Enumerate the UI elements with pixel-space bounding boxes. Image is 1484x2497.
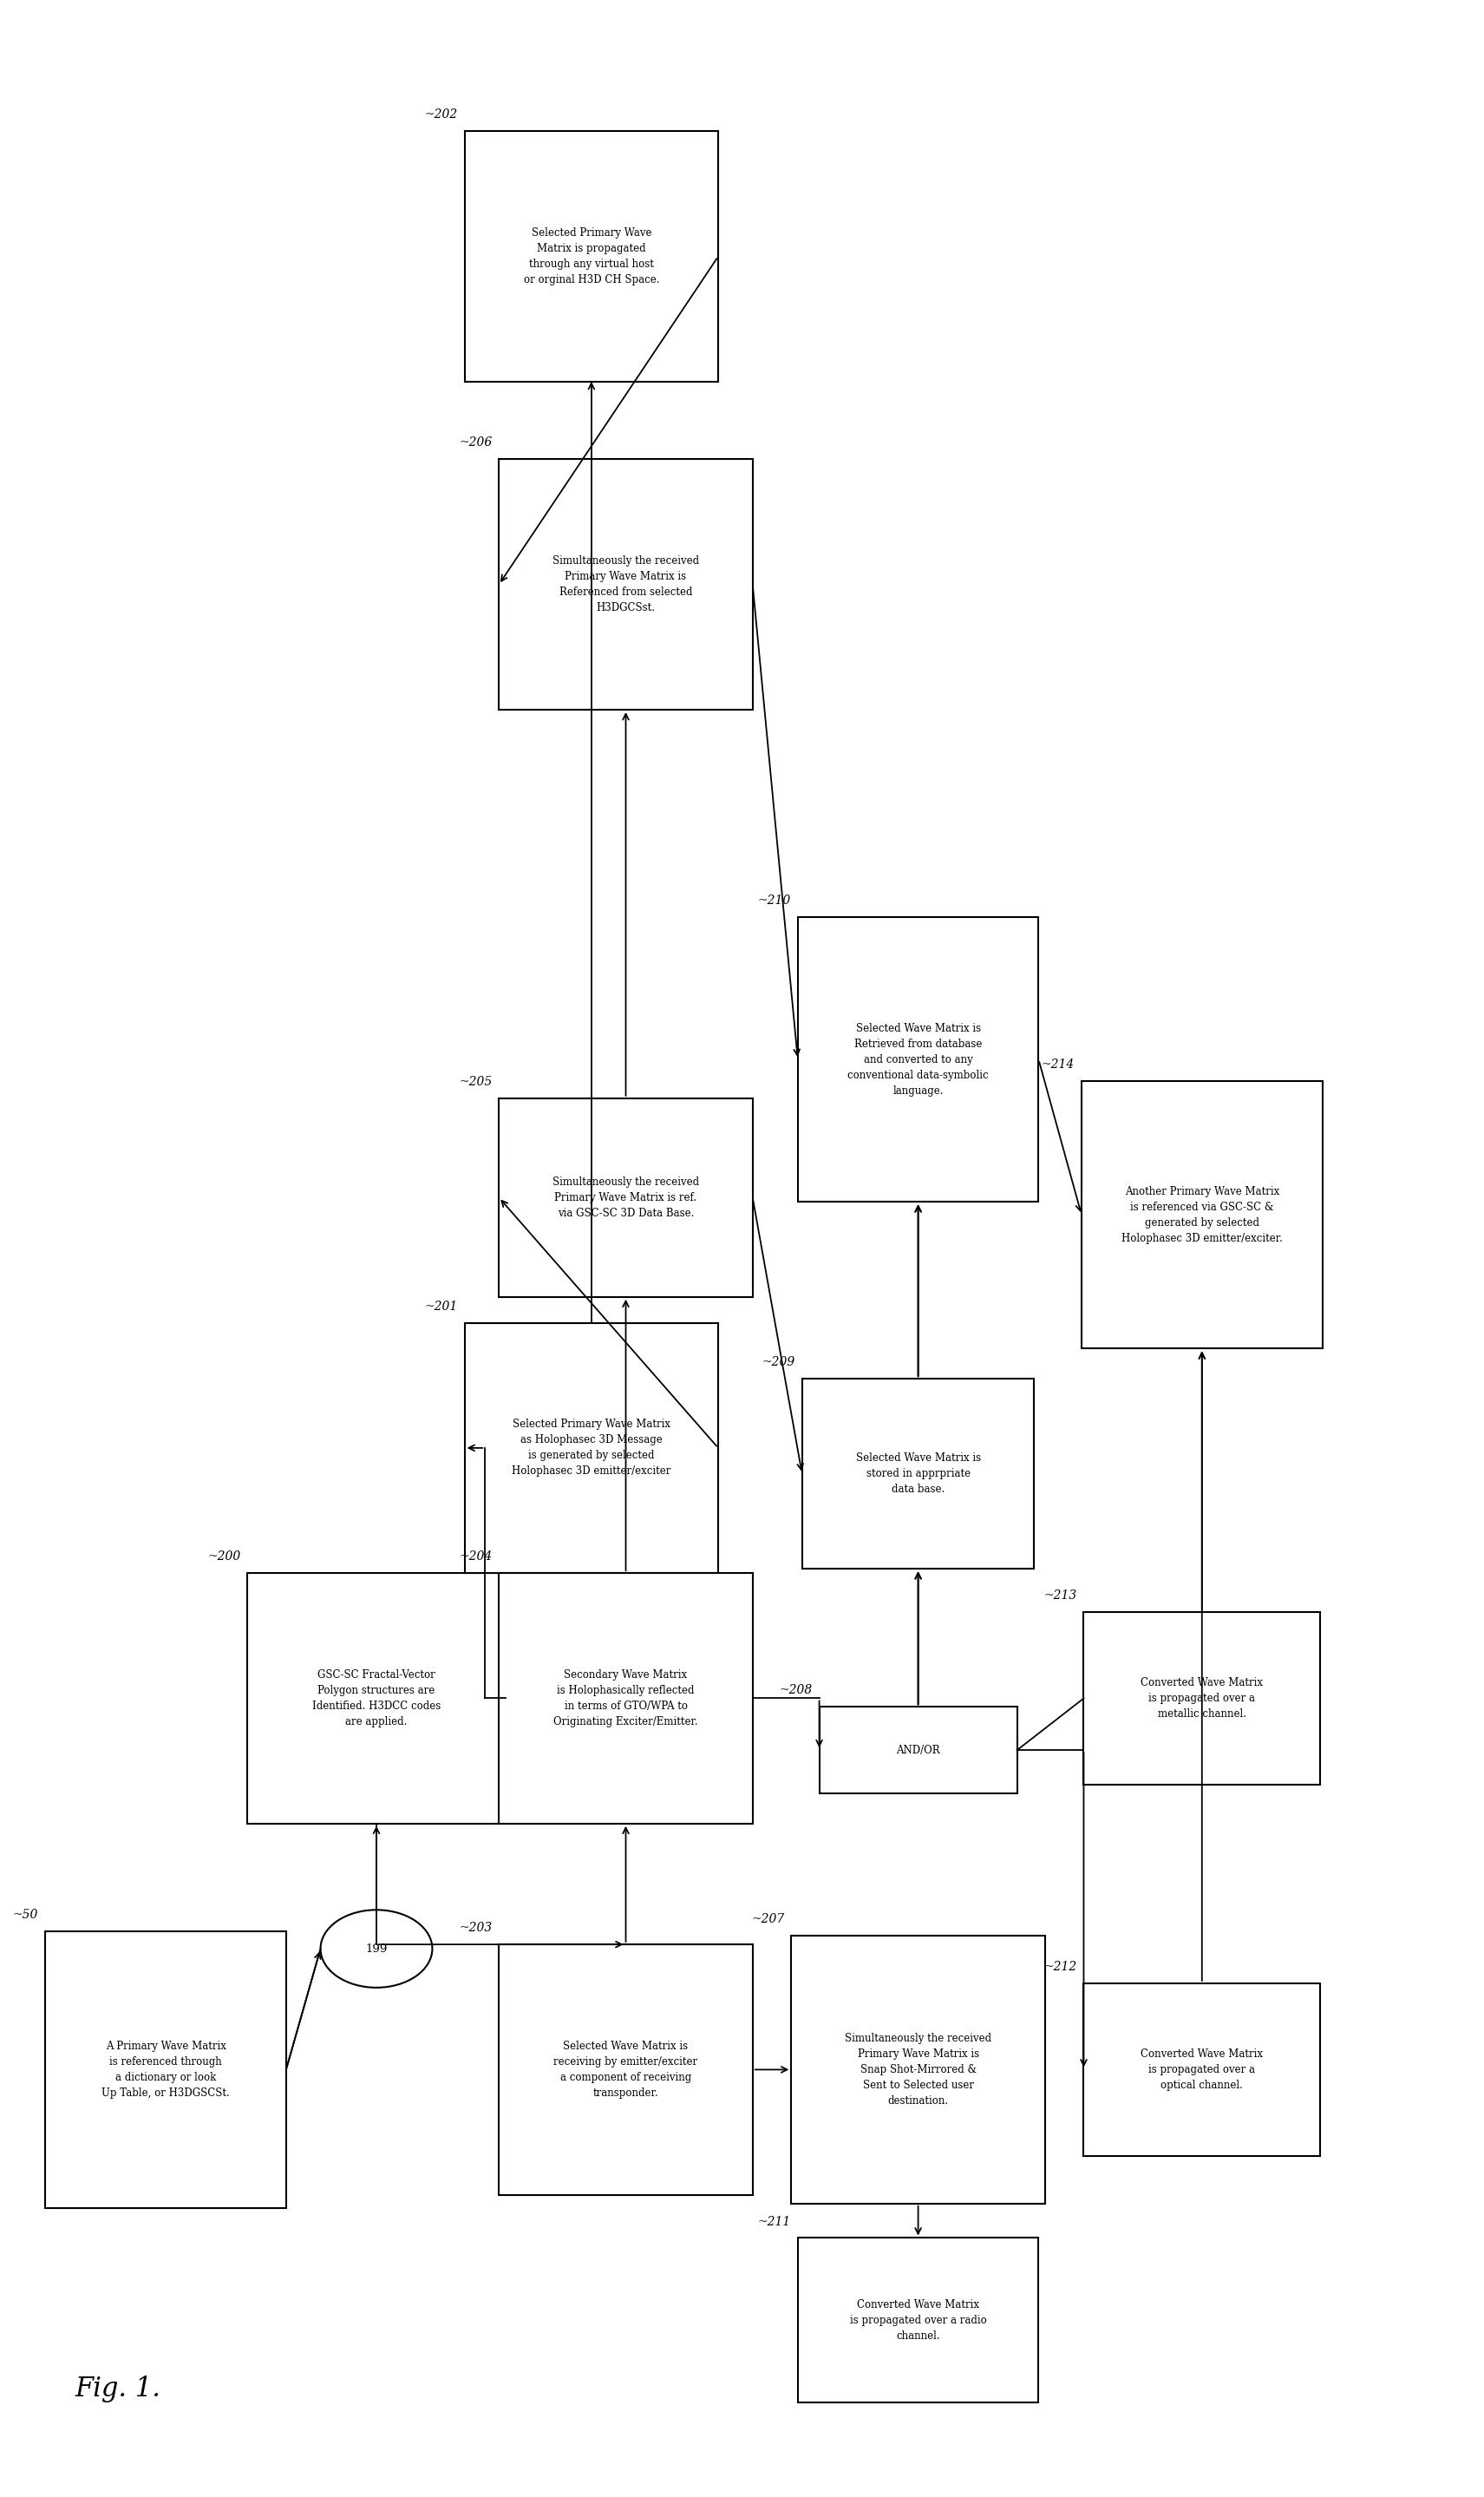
Text: ~213: ~213 [1043,1591,1077,1601]
Text: ~202: ~202 [424,110,457,120]
Text: ~212: ~212 [1043,1960,1077,1973]
Text: ~211: ~211 [758,2215,791,2227]
Text: Converted Wave Matrix
is propagated over a
metallic channel.: Converted Wave Matrix is propagated over… [1141,1678,1263,1720]
Text: Fig. 1.: Fig. 1. [76,2375,162,2402]
FancyBboxPatch shape [464,132,718,382]
Text: ~203: ~203 [459,1923,493,1935]
FancyBboxPatch shape [1083,1613,1321,1785]
Text: ~207: ~207 [751,1913,785,1925]
Text: ~210: ~210 [758,894,791,906]
Text: Simultaneously the received
Primary Wave Matrix is
Referenced from selected
H3DG: Simultaneously the received Primary Wave… [552,554,699,614]
FancyBboxPatch shape [499,1945,752,2195]
FancyBboxPatch shape [798,2237,1039,2402]
Text: ~206: ~206 [459,437,493,449]
Text: Selected Primary Wave
Matrix is propagated
through any virtual host
or orginal H: Selected Primary Wave Matrix is propagat… [524,227,659,285]
Text: Converted Wave Matrix
is propagated over a
optical channel.: Converted Wave Matrix is propagated over… [1141,2048,1263,2090]
FancyBboxPatch shape [1083,1983,1321,2155]
FancyBboxPatch shape [801,1378,1034,1568]
FancyBboxPatch shape [798,916,1039,1201]
Text: Secondary Wave Matrix
is Holophasically reflected
in terms of GTO/WPA to
Origina: Secondary Wave Matrix is Holophasically … [554,1670,697,1728]
Text: GSC-SC Fractal-Vector
Polygon structures are
Identified. H3DCC codes
are applied: GSC-SC Fractal-Vector Polygon structures… [312,1670,441,1728]
Text: ~208: ~208 [779,1685,812,1695]
FancyBboxPatch shape [248,1573,506,1823]
Text: Selected Wave Matrix is
Retrieved from database
and converted to any
conventiona: Selected Wave Matrix is Retrieved from d… [847,1024,988,1096]
Text: ~205: ~205 [459,1076,493,1089]
FancyBboxPatch shape [499,1573,752,1823]
Text: Converted Wave Matrix
is propagated over a radio
channel.: Converted Wave Matrix is propagated over… [850,2300,987,2342]
Text: Simultaneously the received
Primary Wave Matrix is ref.
via GSC-SC 3D Data Base.: Simultaneously the received Primary Wave… [552,1176,699,1219]
Text: Another Primary Wave Matrix
is referenced via GSC-SC &
generated by selected
Hol: Another Primary Wave Matrix is reference… [1122,1186,1282,1244]
Text: ~200: ~200 [208,1551,240,1563]
Text: A Primary Wave Matrix
is referenced through
a dictionary or look
Up Table, or H3: A Primary Wave Matrix is referenced thro… [101,2040,230,2097]
Text: Selected Primary Wave Matrix
as Holophasec 3D Message
is generated by selected
H: Selected Primary Wave Matrix as Holophas… [512,1418,671,1478]
Text: ~204: ~204 [459,1551,493,1563]
FancyBboxPatch shape [464,1323,718,1573]
Text: AND/OR: AND/OR [896,1745,941,1755]
Text: ~214: ~214 [1042,1059,1074,1071]
Text: 199: 199 [365,1943,387,1955]
Text: ~50: ~50 [13,1910,39,1920]
Text: ~201: ~201 [424,1301,457,1313]
FancyBboxPatch shape [1082,1081,1322,1348]
FancyBboxPatch shape [46,1933,286,2207]
Text: Selected Wave Matrix is
receiving by emitter/exciter
a component of receiving
tr: Selected Wave Matrix is receiving by emi… [554,2040,697,2097]
Text: Simultaneously the received
Primary Wave Matrix is
Snap Shot-Mirrored &
Sent to : Simultaneously the received Primary Wave… [844,2033,991,2107]
FancyBboxPatch shape [499,1099,752,1296]
Ellipse shape [321,1910,432,1988]
FancyBboxPatch shape [791,1935,1045,2202]
Text: Selected Wave Matrix is
stored in apprpriate
data base.: Selected Wave Matrix is stored in apprpr… [856,1453,981,1496]
FancyBboxPatch shape [819,1708,1017,1793]
FancyBboxPatch shape [499,459,752,709]
Text: ~209: ~209 [761,1356,795,1368]
